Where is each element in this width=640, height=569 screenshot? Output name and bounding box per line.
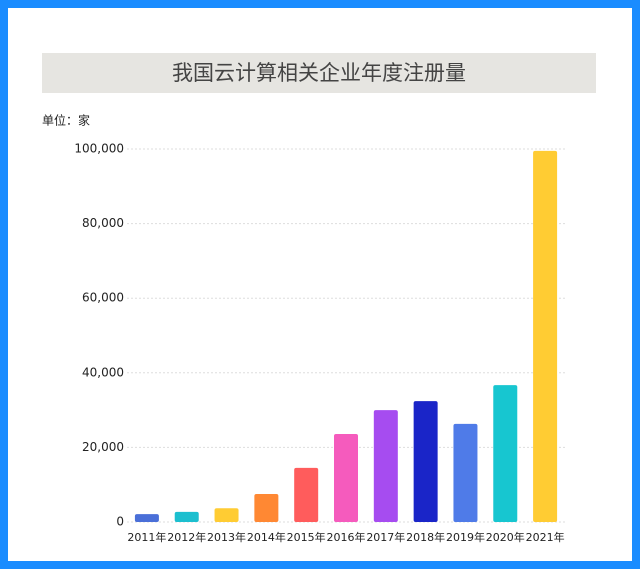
x-tick-label: 2021年	[526, 530, 565, 544]
bar	[373, 410, 398, 522]
bar	[174, 511, 199, 522]
bar	[294, 467, 319, 522]
x-tick-label: 2015年	[287, 530, 326, 544]
bar	[413, 401, 438, 522]
x-tick-label: 2019年	[446, 530, 485, 544]
bar	[134, 514, 159, 522]
bar	[334, 433, 358, 522]
y-tick-label: 20,000	[82, 440, 124, 454]
y-tick-label: 80,000	[82, 216, 124, 230]
y-tick-label: 100,000	[74, 142, 124, 156]
y-tick-label: 40,000	[82, 365, 124, 379]
x-tick-label: 2017年	[366, 530, 405, 544]
chart-title: 我国云计算相关企业年度注册量	[172, 61, 466, 85]
bar	[493, 385, 518, 522]
unit-label: 单位：家	[42, 113, 90, 128]
y-tick-label: 60,000	[82, 291, 124, 305]
y-tick-label: 0	[116, 515, 124, 529]
bar	[533, 150, 558, 523]
x-tick-label: 2016年	[327, 530, 366, 544]
title-band	[42, 53, 596, 93]
x-tick-label: 2014年	[247, 530, 286, 544]
x-tick-label: 2012年	[167, 530, 206, 544]
x-tick-label: 2020年	[486, 530, 525, 544]
bar	[254, 494, 279, 522]
x-tick-label: 2013年	[207, 530, 246, 544]
bar	[214, 508, 239, 522]
x-tick-label: 2018年	[406, 530, 445, 544]
x-tick-label: 2011年	[127, 530, 166, 544]
bar	[453, 423, 478, 522]
